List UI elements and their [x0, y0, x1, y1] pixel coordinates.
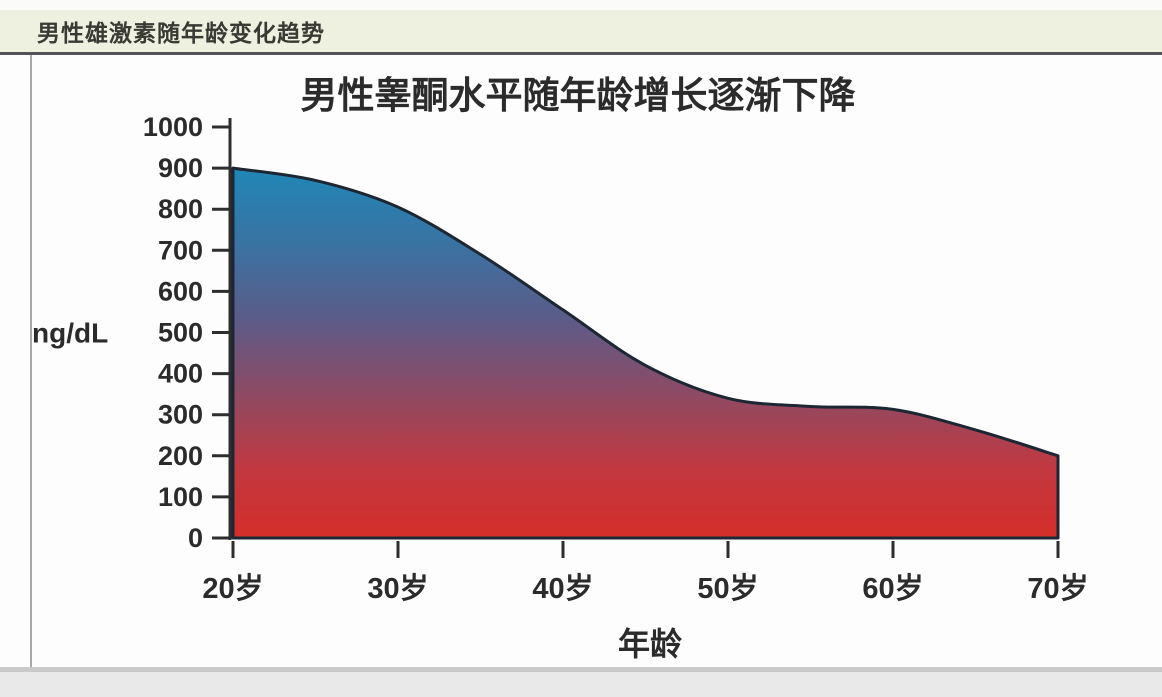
- y-tick-label: 600: [158, 276, 203, 306]
- y-tick-label: 400: [158, 359, 203, 389]
- y-tick-label: 300: [158, 400, 203, 430]
- x-tick-label: 20岁: [202, 572, 263, 605]
- area-series: [231, 166, 1060, 540]
- header-band: 男性雄激素随年龄变化趋势: [0, 10, 1162, 52]
- y-tick-label: 200: [158, 441, 203, 471]
- header-divider: [0, 52, 1162, 55]
- y-tick-label: 800: [158, 194, 203, 224]
- y-tick-label: 100: [158, 482, 203, 512]
- y-tick-label: 700: [158, 235, 203, 265]
- y-axis-unit-label: ng/dL: [32, 318, 108, 349]
- bottom-band: [0, 672, 1162, 697]
- y-tick-label: 0: [188, 523, 203, 553]
- x-tick-label: 60岁: [862, 572, 923, 605]
- chart-title: 男性睾酮水平随年龄增长逐渐下降: [301, 75, 856, 116]
- x-tick-label: 30岁: [367, 572, 428, 605]
- panel-left-border: [30, 55, 32, 667]
- y-tick-label: 900: [158, 153, 203, 183]
- x-tick-label: 40岁: [532, 572, 593, 605]
- page-title: 男性雄激素随年龄变化趋势: [37, 20, 325, 46]
- top-strip: [0, 0, 1162, 10]
- bottom-divider: [0, 667, 1162, 672]
- y-tick-label: 1000: [143, 112, 203, 142]
- x-tick-label: 70岁: [1027, 572, 1088, 605]
- x-axis-title: 年龄: [618, 626, 682, 662]
- y-tick-label: 500: [158, 318, 203, 348]
- x-tick-label: 50岁: [697, 572, 758, 605]
